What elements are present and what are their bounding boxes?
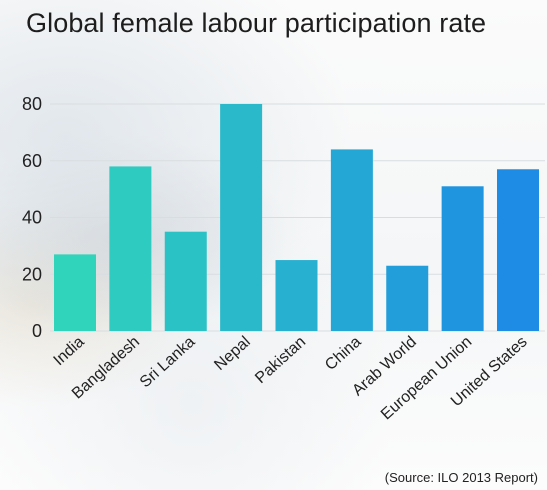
y-tick-label: 60	[22, 151, 42, 171]
y-tick-label: 40	[22, 208, 42, 228]
bar-sri-lanka	[164, 231, 207, 331]
x-tick-label: Sri Lanka	[137, 333, 199, 391]
bar-united-states	[497, 169, 539, 331]
source-note: (Source: ILO 2013 Report)	[384, 470, 538, 485]
bar-european-union	[441, 186, 484, 331]
y-tick-label: 0	[32, 321, 42, 341]
bar-india	[54, 254, 96, 331]
chart-title: Global female labour participation rate	[26, 8, 487, 38]
bar-bangladesh	[109, 166, 152, 331]
x-tick-label: Pakistan	[252, 333, 309, 387]
y-tick-label: 20	[22, 264, 42, 284]
bar-china	[330, 149, 373, 331]
x-tick-label: China	[322, 333, 365, 374]
bar-nepal	[220, 104, 263, 331]
bar-pakistan	[275, 260, 318, 331]
y-tick-label: 80	[22, 94, 42, 114]
x-tick-label: Nepal	[211, 333, 253, 374]
x-tick-label: India	[51, 333, 88, 369]
bar-arab-world	[386, 265, 429, 331]
